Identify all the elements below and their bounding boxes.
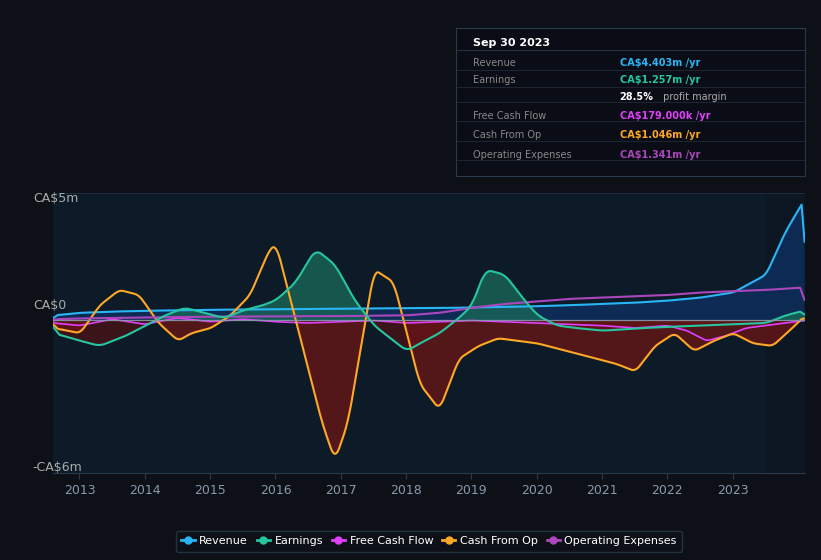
Text: Revenue: Revenue xyxy=(473,58,516,68)
Text: -CA$6m: -CA$6m xyxy=(33,461,83,474)
Text: 28.5%: 28.5% xyxy=(620,92,654,102)
Text: CA$1.341m /yr: CA$1.341m /yr xyxy=(620,150,700,160)
Text: profit margin: profit margin xyxy=(660,92,727,102)
Text: CA$0: CA$0 xyxy=(33,298,66,312)
Text: CA$1.046m /yr: CA$1.046m /yr xyxy=(620,130,700,141)
Text: CA$179.000k /yr: CA$179.000k /yr xyxy=(620,111,710,121)
Text: Operating Expenses: Operating Expenses xyxy=(473,150,571,160)
Text: CA$5m: CA$5m xyxy=(33,192,78,206)
Text: Sep 30 2023: Sep 30 2023 xyxy=(473,39,550,48)
Text: Cash From Op: Cash From Op xyxy=(473,130,541,141)
Text: CA$1.257m /yr: CA$1.257m /yr xyxy=(620,76,700,86)
Text: Free Cash Flow: Free Cash Flow xyxy=(473,111,546,121)
Text: Earnings: Earnings xyxy=(473,76,516,86)
Bar xyxy=(765,193,805,473)
Text: CA$4.403m /yr: CA$4.403m /yr xyxy=(620,58,700,68)
Legend: Revenue, Earnings, Free Cash Flow, Cash From Op, Operating Expenses: Revenue, Earnings, Free Cash Flow, Cash … xyxy=(176,530,682,552)
